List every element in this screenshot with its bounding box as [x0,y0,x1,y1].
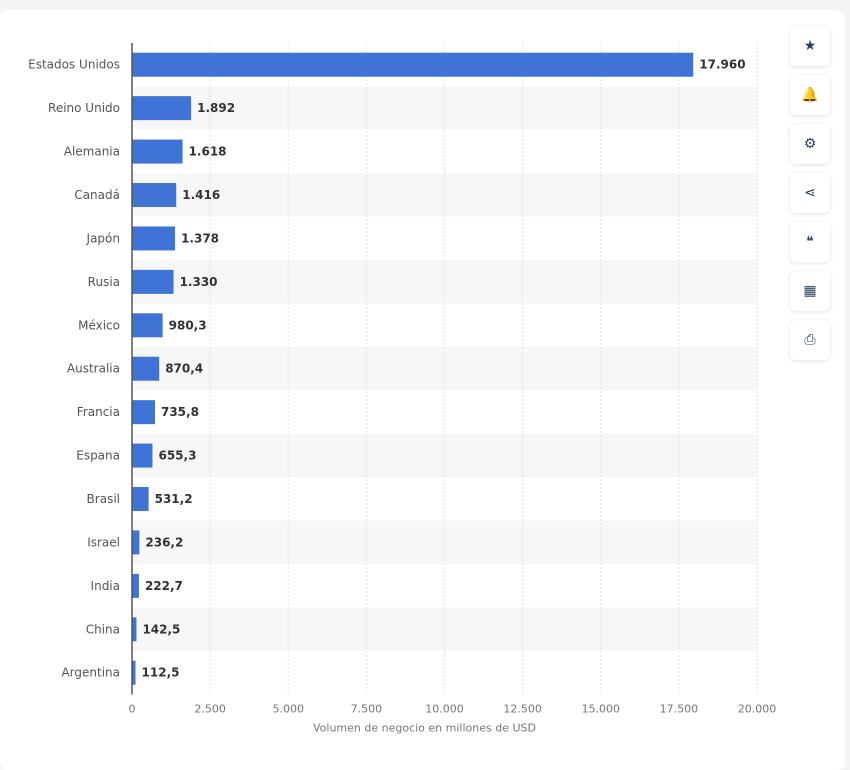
value-label: 112,5 [142,666,180,680]
value-label: 1.416 [182,188,220,202]
category-label: Rusia [88,275,120,289]
value-label: 870,4 [165,362,203,376]
bell-button[interactable]: 🔔 [790,75,830,115]
row-band [132,260,757,304]
x-tick-label: 12.500 [503,702,542,715]
bar [132,183,177,208]
category-label: Brasil [87,492,120,506]
bar [132,617,137,642]
bar [132,573,139,598]
value-label: 531,2 [155,492,193,506]
value-label: 1.330 [180,275,218,289]
share-button[interactable]: ⋖ [790,173,830,213]
value-label: 142,5 [142,622,180,636]
x-tick-label: 2.500 [194,702,226,715]
value-label: 1.378 [181,231,219,245]
category-label: Francia [77,405,120,419]
bar [132,52,694,77]
flag-uk-button[interactable]: ▦ [790,271,830,311]
category-label: China [86,622,120,636]
flag-uk-icon: ▦ [803,283,817,299]
category-label: Reino Unido [48,101,120,115]
category-label: México [78,318,120,332]
category-label: Australia [67,362,120,376]
bar [132,443,153,468]
bar [132,226,176,251]
star-icon: ★ [803,38,817,54]
chart-card: 0 2.500 5.000 7.500 10.000 12.500 15.000 17.500… [0,10,845,770]
x-tick-label: 10.000 [425,702,464,715]
value-label: 1.892 [197,101,235,115]
value-label: 735,8 [161,405,199,419]
x-tick-label: 20.000 [738,702,777,715]
value-label: 980,3 [169,318,207,332]
bar [132,356,160,381]
gear-icon: ⚙ [803,136,817,152]
bar [132,269,174,294]
value-label: 655,3 [158,449,196,463]
x-tick-label: 5.000 [273,702,305,715]
x-tick-label: 15.000 [582,702,621,715]
bar-chart: 0 2.500 5.000 7.500 10.000 12.500 15.000 17.500… [28,43,777,734]
x-tick-label: 17.500 [660,702,699,715]
category-label: India [91,579,120,593]
x-tick-label: 0 [129,702,136,715]
share-icon: ⋖ [804,185,816,201]
bar [132,660,136,685]
star-button[interactable]: ★ [790,26,830,66]
bar [132,487,149,512]
quote-icon: ❝ [806,234,814,250]
gear-button[interactable]: ⚙ [790,124,830,164]
quote-button[interactable]: ❝ [790,222,830,262]
category-label: Alemania [64,145,120,159]
category-label: Japón [86,231,120,245]
print-icon: ⎙ [804,332,816,348]
value-label: 1.618 [189,145,227,159]
bar [132,139,183,164]
category-label: Israel [87,535,120,549]
category-label: Canadá [74,188,120,202]
bar [132,400,155,425]
category-label: Espana [76,449,120,463]
category-label: Estados Unidos [28,58,120,72]
category-label: Argentina [61,666,120,680]
value-label: 17.960 [699,58,745,72]
bar [132,96,192,121]
x-axis-title: Volumen de negocio en millones de USD [313,721,536,734]
bell-icon: 🔔 [801,87,819,103]
bar [132,313,163,338]
x-tick-label: 7.500 [351,702,383,715]
toolbar: ★ 🔔 ⚙ ⋖ ❝ ▦ ⎙ [790,26,830,369]
value-label: 236,2 [145,535,183,549]
print-button[interactable]: ⎙ [790,320,830,360]
bar [132,530,140,555]
value-label: 222,7 [145,579,183,593]
